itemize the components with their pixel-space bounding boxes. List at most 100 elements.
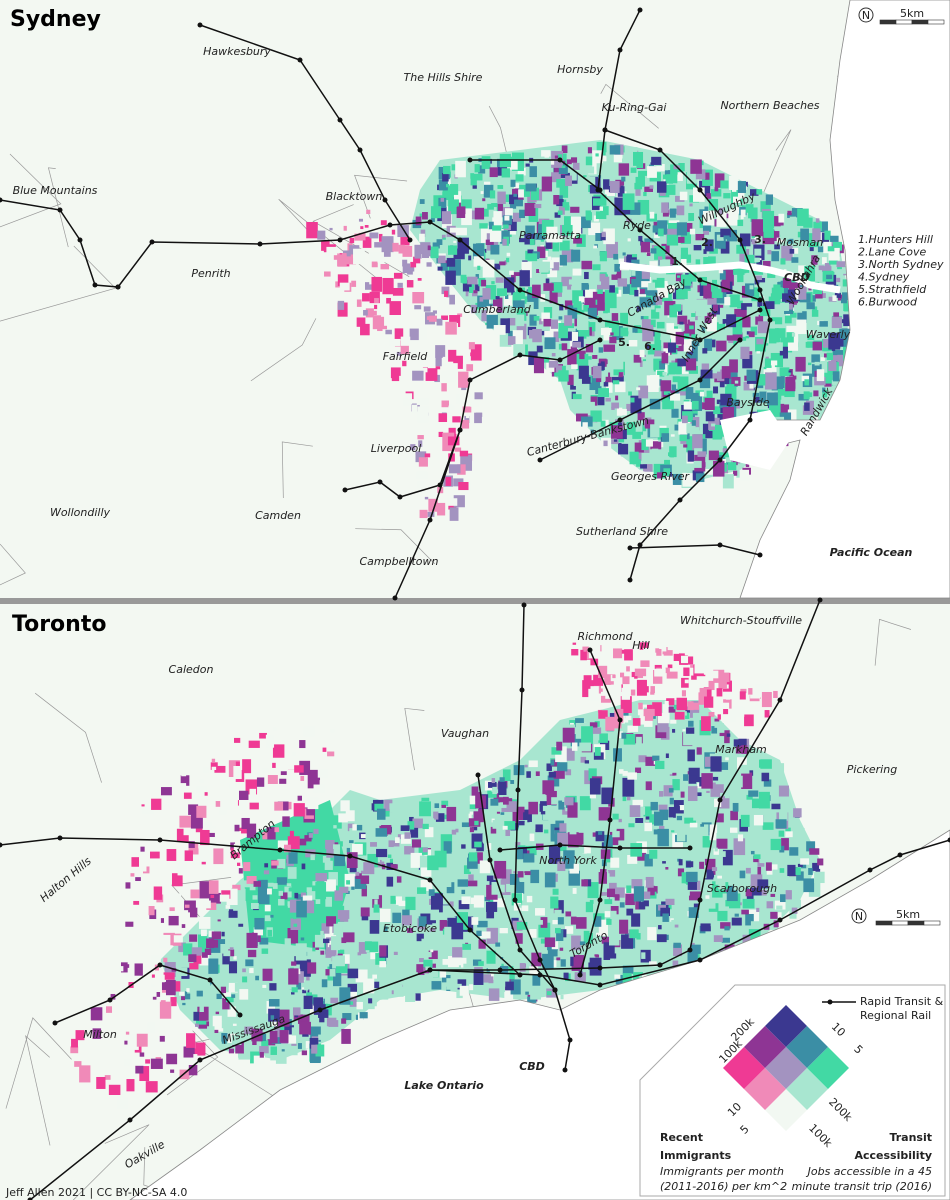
census-area <box>456 206 466 218</box>
census-area <box>649 211 655 219</box>
census-area <box>336 949 345 955</box>
census-area <box>757 321 769 334</box>
census-area <box>575 384 585 395</box>
census-area <box>619 769 624 774</box>
census-area <box>296 900 307 918</box>
census-area <box>662 210 669 217</box>
census-area <box>811 255 818 265</box>
census-area <box>600 695 611 703</box>
label: Scarborough <box>707 882 777 895</box>
census-area <box>296 894 305 901</box>
census-area <box>204 792 208 796</box>
census-area <box>168 915 179 926</box>
census-area <box>471 833 484 849</box>
census-area <box>717 910 728 921</box>
census-area <box>621 176 626 182</box>
census-area <box>715 736 725 746</box>
census-area <box>477 920 488 928</box>
census-area <box>110 993 116 1000</box>
label: Wollondilly <box>50 506 111 519</box>
census-area <box>649 398 661 410</box>
census-area <box>672 473 682 485</box>
census-area <box>748 207 758 219</box>
census-area <box>499 927 508 934</box>
census-area <box>312 947 316 952</box>
census-area <box>648 868 661 881</box>
census-area <box>699 687 711 696</box>
census-area <box>673 304 682 312</box>
census-area <box>249 802 259 810</box>
census-area <box>307 962 317 974</box>
census-area <box>423 306 431 312</box>
census-area <box>592 150 603 167</box>
census-area <box>739 691 746 700</box>
census-area <box>724 378 730 385</box>
census-area <box>629 805 641 818</box>
census-area <box>163 972 175 980</box>
census-area <box>562 857 574 869</box>
census-area <box>673 704 680 710</box>
census-area <box>598 388 609 398</box>
census-area <box>218 841 230 858</box>
census-area <box>790 303 797 308</box>
census-area <box>441 211 452 225</box>
census-area <box>191 947 202 957</box>
census-area <box>341 804 347 811</box>
census-area <box>298 881 304 887</box>
census-area <box>321 923 330 934</box>
census-area <box>504 208 513 216</box>
census-area <box>253 881 261 887</box>
station <box>777 697 783 703</box>
census-area <box>729 294 740 308</box>
census-area <box>825 274 837 290</box>
census-area <box>594 747 601 756</box>
census-area <box>687 786 698 802</box>
census-area <box>318 1009 329 1018</box>
census-area <box>585 289 596 300</box>
census-area <box>654 345 662 357</box>
census-area <box>653 748 664 763</box>
census-area <box>446 363 458 374</box>
census-area <box>233 843 240 853</box>
census-area <box>438 179 448 191</box>
census-area <box>572 331 584 348</box>
census-area <box>229 947 234 950</box>
census-area <box>757 808 762 815</box>
census-area <box>75 1030 85 1041</box>
census-area <box>337 254 347 267</box>
census-area <box>770 838 782 851</box>
census-area <box>647 885 655 896</box>
census-area <box>658 804 668 812</box>
census-area <box>661 243 670 254</box>
census-area <box>699 376 711 389</box>
census-area <box>612 380 620 385</box>
census-area <box>717 875 722 879</box>
census-area <box>335 955 345 967</box>
census-area <box>643 191 647 197</box>
station <box>717 797 723 803</box>
census-area <box>575 718 584 728</box>
census-area <box>374 298 379 304</box>
census-area <box>278 898 285 906</box>
census-area <box>405 296 414 305</box>
census-area <box>762 260 771 270</box>
census-area <box>839 266 847 274</box>
census-area <box>740 346 750 359</box>
scale-bar <box>907 920 925 926</box>
census-area <box>671 384 680 395</box>
census-area <box>509 194 519 205</box>
census-area <box>441 371 452 379</box>
census-area <box>225 921 234 928</box>
census-area <box>383 249 391 257</box>
census-area <box>512 212 521 222</box>
rail-line <box>514 604 556 991</box>
census-area <box>315 897 321 904</box>
station <box>397 494 403 500</box>
census-area <box>737 757 749 771</box>
census-area <box>546 226 558 243</box>
census-area <box>636 163 644 169</box>
census-area <box>626 666 630 672</box>
census-area <box>619 902 625 908</box>
census-area <box>373 904 380 913</box>
census-area <box>605 397 611 402</box>
